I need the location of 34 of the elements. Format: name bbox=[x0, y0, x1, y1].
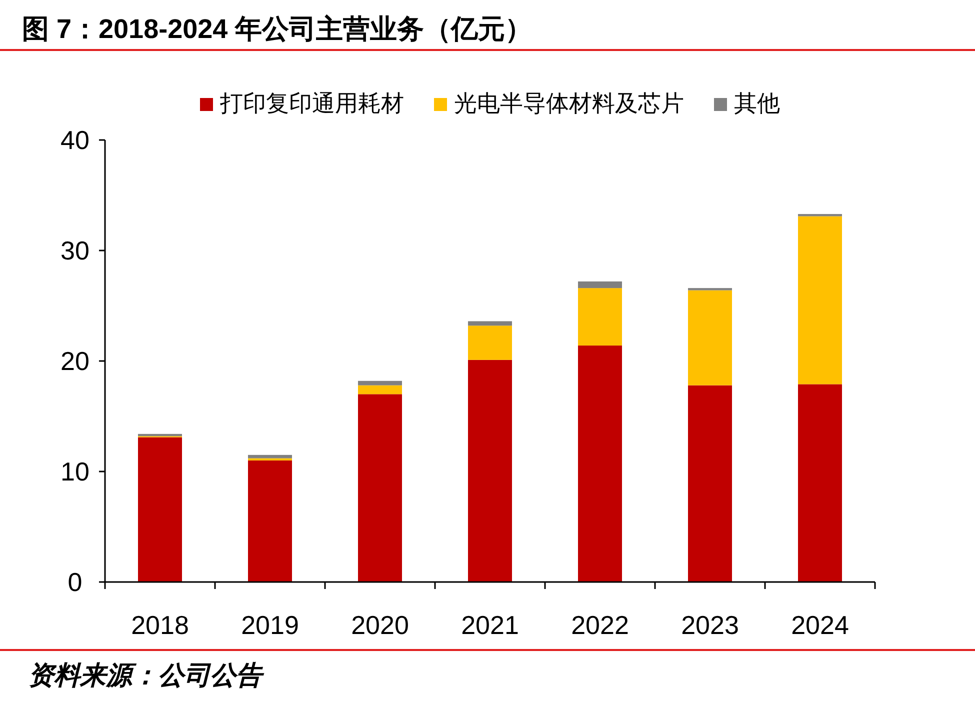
text: 资料来源：公司公告 bbox=[28, 660, 265, 690]
bar bbox=[248, 460, 292, 582]
bar bbox=[798, 216, 842, 384]
bar bbox=[468, 360, 512, 582]
y-tick-label: 40 bbox=[60, 125, 90, 155]
x-tick-label: 2019 bbox=[241, 610, 299, 640]
bar bbox=[578, 281, 622, 288]
legend-label: 打印复印通用耗材 bbox=[219, 90, 404, 116]
x-tick-label: 2023 bbox=[681, 610, 739, 640]
x-tick-label: 2020 bbox=[351, 610, 409, 640]
y-tick-label: 10 bbox=[60, 456, 90, 486]
y-tick-label: 30 bbox=[60, 236, 90, 266]
bar bbox=[468, 321, 512, 326]
bar bbox=[358, 394, 402, 582]
x-tick-label: 2022 bbox=[571, 610, 629, 640]
bar bbox=[358, 385, 402, 394]
x-tick-label: 2021 bbox=[461, 610, 519, 640]
legend-label: 光电半导体材料及芯片 bbox=[454, 90, 684, 116]
x-tick-label: 2018 bbox=[131, 610, 189, 640]
bar bbox=[578, 288, 622, 346]
bar bbox=[358, 380, 402, 386]
x-tick-label: 2024 bbox=[791, 610, 849, 640]
bar bbox=[688, 385, 732, 582]
y-tick-label: 20 bbox=[60, 346, 90, 376]
bar bbox=[138, 437, 182, 582]
bar bbox=[798, 384, 842, 582]
bar bbox=[688, 290, 732, 386]
bar bbox=[578, 346, 622, 582]
legend-label: 其他 bbox=[734, 90, 780, 116]
bar bbox=[468, 326, 512, 360]
y-tick-label: 0 bbox=[68, 567, 82, 597]
bar bbox=[138, 434, 182, 436]
chart-title: 图 7：2018-2024 年公司主营业务（亿元） bbox=[22, 14, 532, 44]
bar bbox=[248, 454, 292, 458]
